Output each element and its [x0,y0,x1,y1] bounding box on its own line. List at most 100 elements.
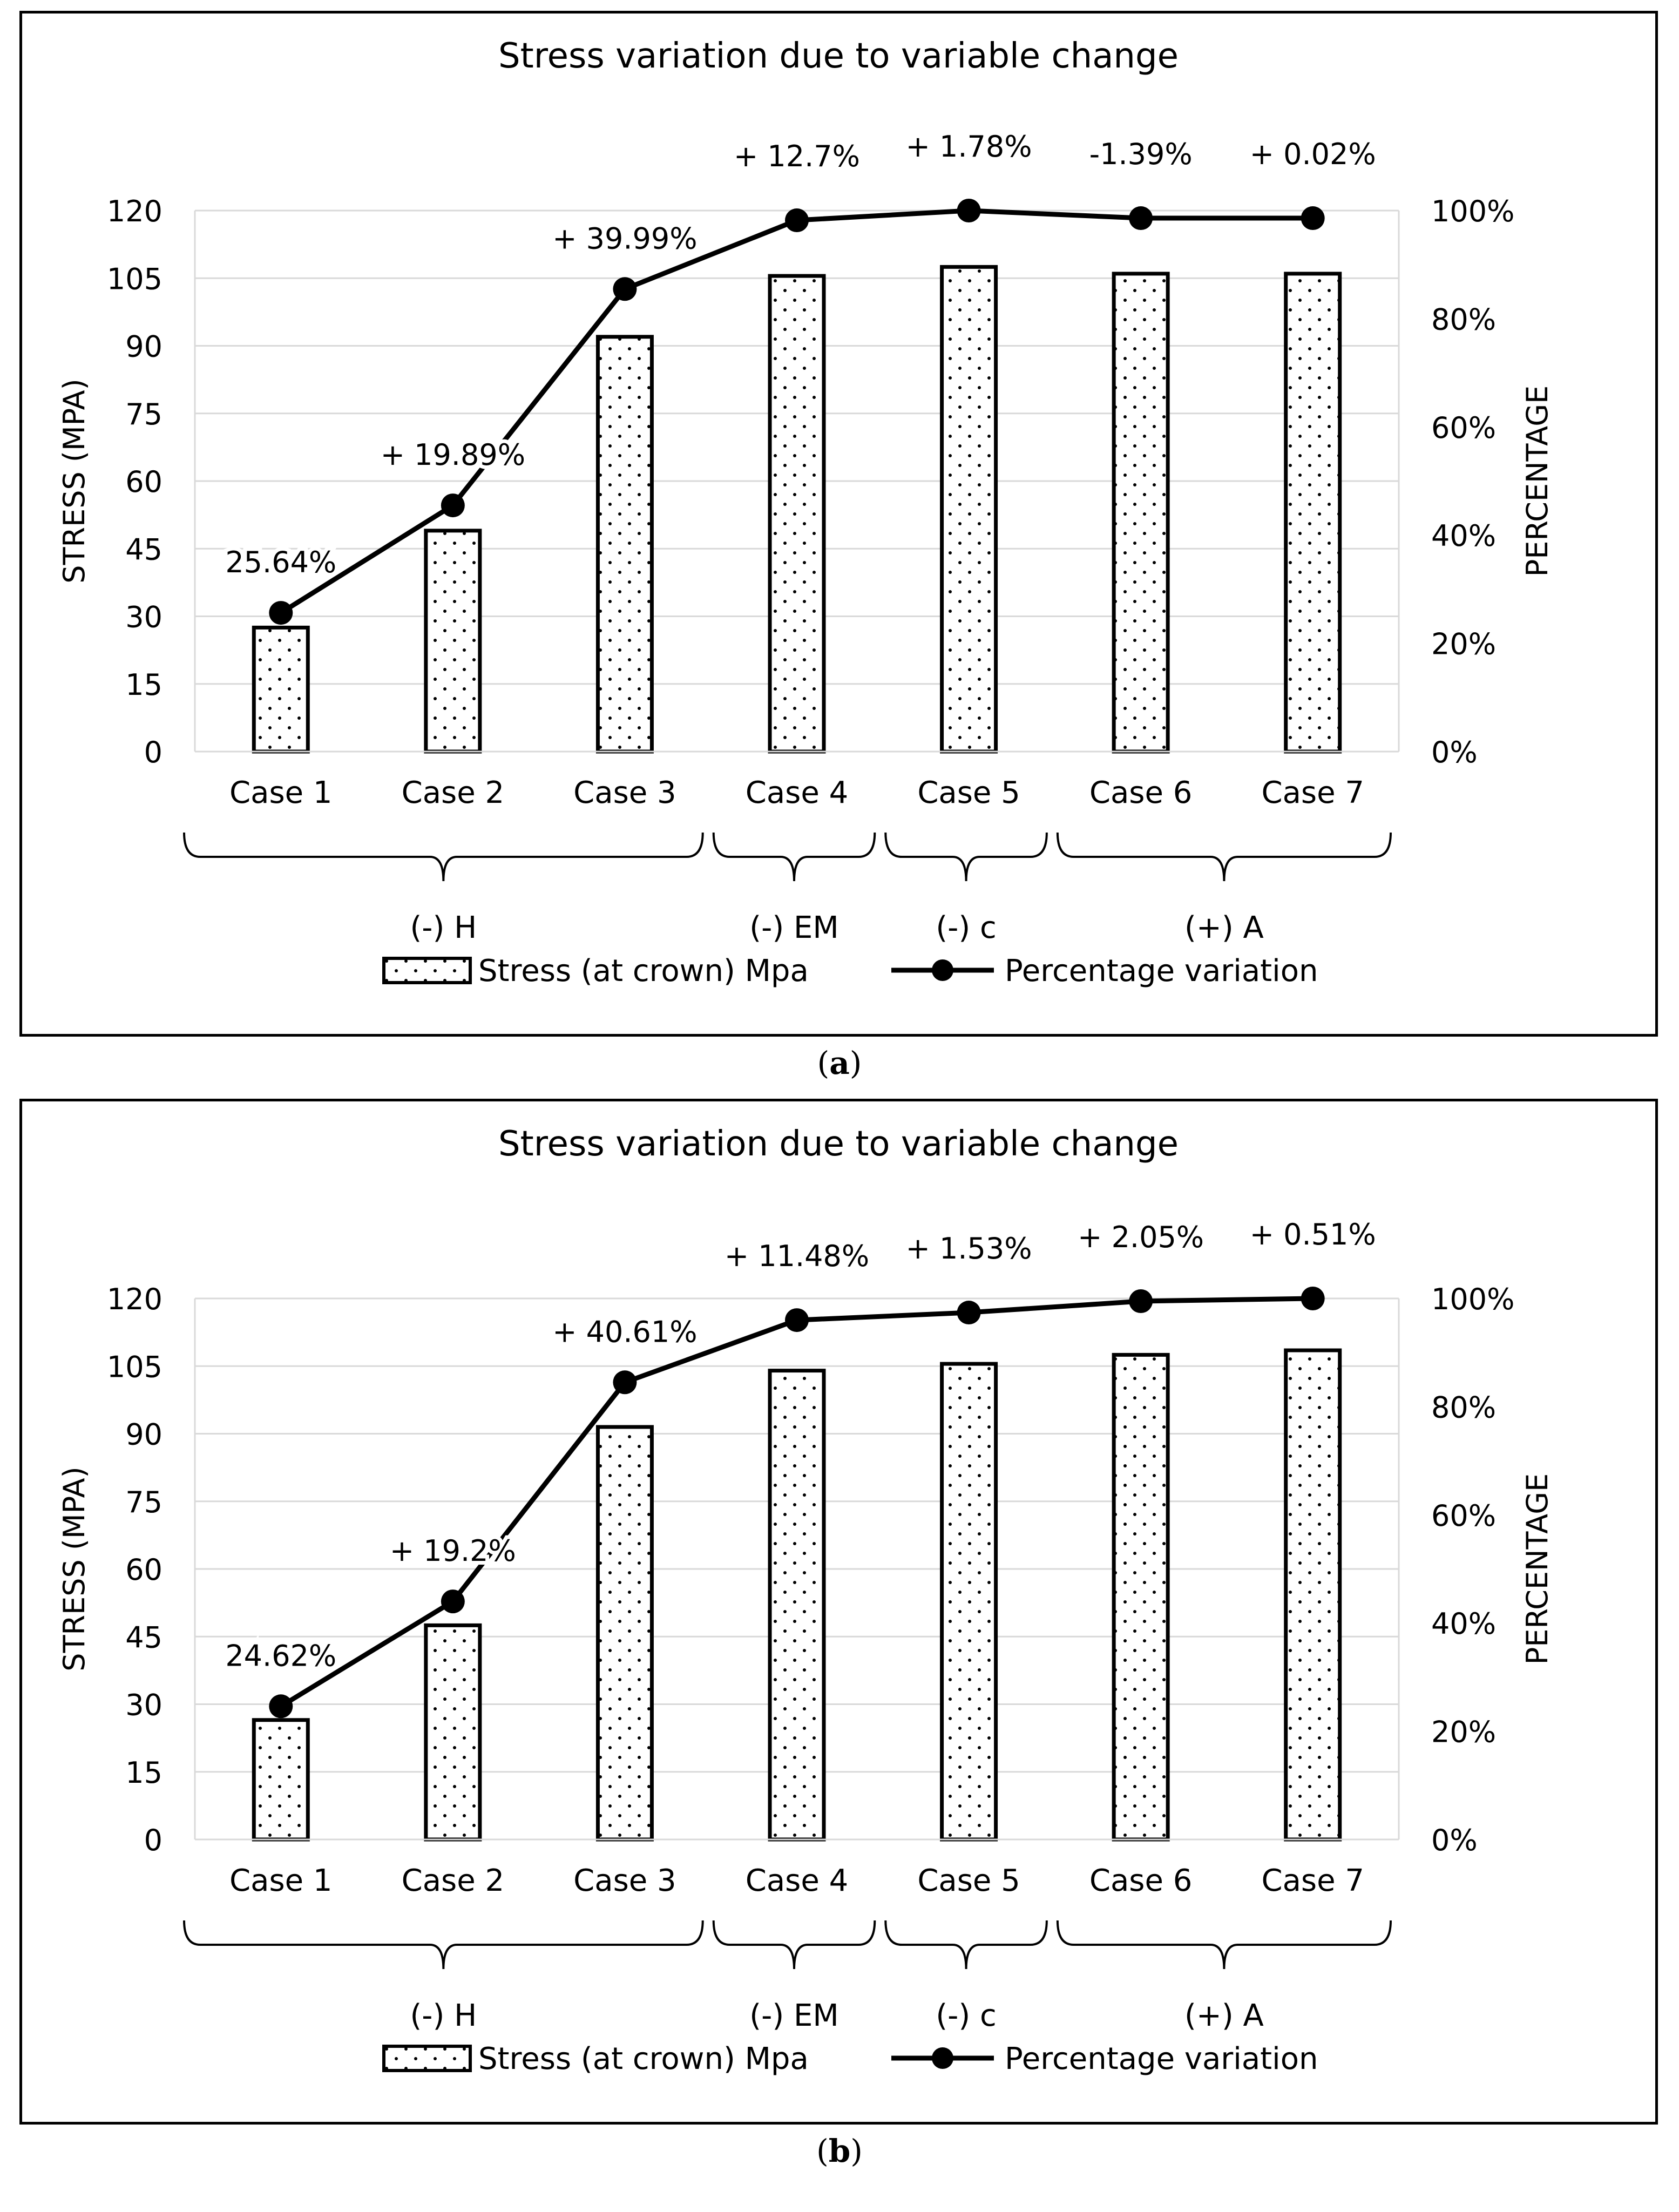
data-label: + 0.51% [1250,1217,1376,1252]
bar-stress [768,274,826,754]
chart-panel-b: Stress variation due to variable change 0… [19,1099,1658,2125]
bar-stress [252,1718,310,1842]
legend-label-percentage: Percentage variation [1005,2041,1318,2076]
point-percentage-variation [957,1301,981,1325]
y2-tick-label: 40% [1431,519,1496,553]
group-label: (-) c [936,910,997,945]
y-tick-label: 90 [125,330,163,364]
group-brace [712,832,876,882]
x-tick-label: Case 3 [573,775,676,810]
y-tick-label: 45 [125,1620,163,1654]
legend-label-percentage: Percentage variation [1005,953,1318,989]
group-label: (-) EM [749,1998,838,2033]
point-percentage-variation [1301,1287,1325,1310]
data-label: + 40.61% [552,1315,697,1349]
group-brace [1056,832,1392,882]
y2-tick-label: 20% [1431,1715,1496,1749]
caption-b: (b) [816,2133,863,2169]
point-percentage-variation [269,1694,293,1719]
x-tick-label: Case 7 [1261,775,1364,810]
y-axis-label: STRESS (MPA) [57,378,91,583]
group-brace [712,1920,876,1970]
caption-a: (a) [817,1045,862,1081]
y2-tick-label: 20% [1431,627,1496,661]
x-tick-label: Case 1 [229,775,332,810]
data-label: 25.64% [225,545,336,579]
point-percentage-variation [441,493,465,518]
data-label: + 19.89% [381,438,525,472]
y-tick-label: 120 [107,1282,163,1316]
caption-b-label: b [828,2133,851,2169]
bar-stress [595,1425,654,1842]
bar-stress [595,335,654,754]
point-percentage-variation [957,199,981,222]
legend-swatch-stress [382,957,472,984]
group-brace [1056,1920,1392,1970]
y-axis-label: STRESS (MPA) [57,1466,91,1671]
x-tick-label: Case 5 [917,775,1020,810]
data-label: + 39.99% [552,221,697,255]
caption-a-label: a [829,1045,850,1081]
point-percentage-variation [785,208,809,233]
point-percentage-variation [613,277,637,301]
x-tick-label: Case 7 [1261,1863,1364,1898]
data-label: + 1.53% [906,1232,1032,1266]
data-label: + 12.7% [734,139,860,173]
group-label: (-) H [410,910,477,945]
data-label: + 11.48% [725,1239,869,1273]
data-label: + 1.78% [906,130,1032,164]
y-tick-label: 0 [144,1823,163,1857]
y-tick-label: 0 [144,735,163,769]
chart-b: Stress variation due to variable change 0… [57,1124,1554,2076]
x-tick-label: Case 6 [1089,1863,1192,1898]
group-label: (+) A [1184,1998,1264,2033]
legend-swatch-marker [932,2047,953,2069]
data-label: 24.62% [225,1639,336,1673]
group-brace [884,832,1048,882]
x-tick-label: Case 3 [573,1863,676,1898]
x-tick-label: Case 6 [1089,775,1192,810]
point-percentage-variation [1129,1289,1153,1314]
x-tick-label: Case 5 [917,1863,1020,1898]
data-label: + 19.2% [390,1534,516,1568]
y-tick-label: 60 [125,465,163,499]
y2-tick-label: 60% [1431,411,1496,445]
legend-label-stress: Stress (at crown) Mpa [478,2041,809,2076]
y2-tick-label: 40% [1431,1607,1496,1641]
y-tick-label: 105 [107,1350,163,1384]
chart-a: Stress variation due to variable change 0… [57,36,1554,989]
x-tick-label: Case 4 [746,1863,848,1898]
y-tick-label: 75 [125,1485,163,1519]
x-tick-label: Case 2 [402,1863,504,1898]
legend-swatch-stress [382,2045,472,2072]
point-percentage-variation [1129,206,1153,231]
bar-stress [424,1623,482,1842]
bar-stress [768,1369,826,1842]
y-tick-label: 30 [125,1688,163,1722]
y-tick-label: 105 [107,262,163,296]
group-label: (+) A [1184,910,1264,945]
group-brace [183,1920,704,1970]
y2-tick-label: 0% [1431,1823,1478,1857]
y-tick-label: 30 [125,600,163,634]
y2-tick-label: 60% [1431,1499,1496,1533]
y-tick-label: 60 [125,1553,163,1587]
x-tick-label: Case 2 [402,775,504,810]
group-brace [884,1920,1048,1970]
chart-panel-a: Stress variation due to variable change 0… [19,11,1658,1037]
y-tick-label: 90 [125,1418,163,1452]
point-percentage-variation [785,1308,809,1332]
y2-tick-label: 100% [1431,1282,1514,1316]
y-tick-label: 15 [125,1756,163,1790]
bar-stress [940,1362,998,1842]
bar-stress [1112,272,1170,754]
data-label: -1.39% [1089,137,1193,171]
group-label: (-) EM [749,910,838,945]
bar-stress [1284,272,1342,754]
group-label: (-) H [410,1998,477,2033]
point-percentage-variation [269,601,293,625]
bar-stress [940,265,998,754]
y-tick-label: 45 [125,532,163,566]
y2-tick-label: 0% [1431,735,1478,769]
group-label: (-) c [936,1998,997,2033]
